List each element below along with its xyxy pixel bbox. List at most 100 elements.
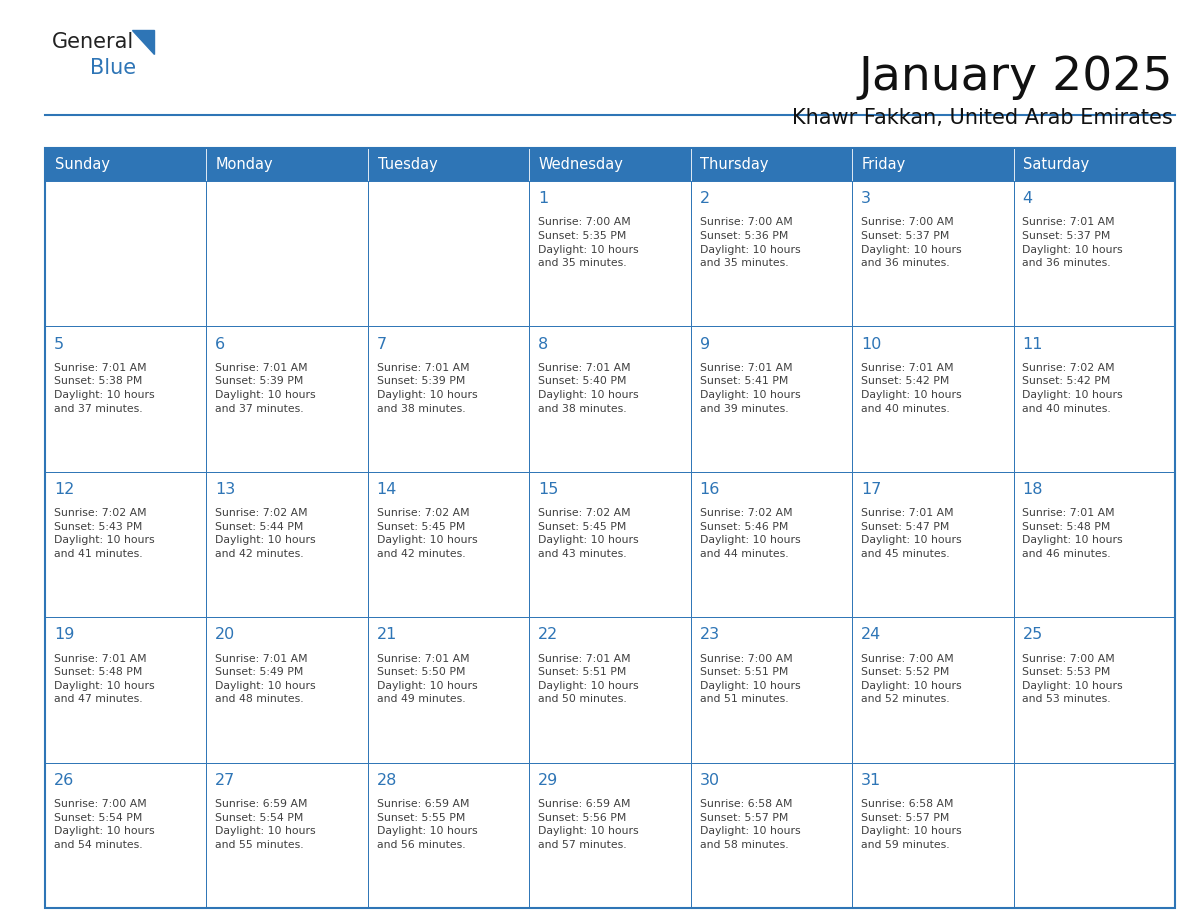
Text: 13: 13	[215, 482, 235, 497]
FancyBboxPatch shape	[852, 327, 1013, 472]
Text: Sunrise: 7:00 AM
Sunset: 5:51 PM
Daylight: 10 hours
and 51 minutes.: Sunrise: 7:00 AM Sunset: 5:51 PM Dayligh…	[700, 654, 801, 704]
Text: Sunrise: 7:02 AM
Sunset: 5:45 PM
Daylight: 10 hours
and 43 minutes.: Sunrise: 7:02 AM Sunset: 5:45 PM Dayligh…	[538, 509, 639, 559]
Text: Friday: Friday	[861, 157, 906, 172]
FancyBboxPatch shape	[1013, 472, 1175, 617]
Text: Sunrise: 7:00 AM
Sunset: 5:35 PM
Daylight: 10 hours
and 35 minutes.: Sunrise: 7:00 AM Sunset: 5:35 PM Dayligh…	[538, 218, 639, 268]
FancyBboxPatch shape	[852, 617, 1013, 763]
Text: Sunrise: 7:02 AM
Sunset: 5:43 PM
Daylight: 10 hours
and 41 minutes.: Sunrise: 7:02 AM Sunset: 5:43 PM Dayligh…	[53, 509, 154, 559]
Text: Sunrise: 7:00 AM
Sunset: 5:37 PM
Daylight: 10 hours
and 36 minutes.: Sunrise: 7:00 AM Sunset: 5:37 PM Dayligh…	[861, 218, 961, 268]
Text: 25: 25	[1023, 627, 1043, 643]
Text: Sunrise: 7:00 AM
Sunset: 5:53 PM
Daylight: 10 hours
and 53 minutes.: Sunrise: 7:00 AM Sunset: 5:53 PM Dayligh…	[1023, 654, 1123, 704]
Text: 20: 20	[215, 627, 235, 643]
FancyBboxPatch shape	[368, 327, 530, 472]
Text: 11: 11	[1023, 337, 1043, 352]
Text: General: General	[52, 32, 134, 52]
FancyBboxPatch shape	[207, 617, 368, 763]
FancyBboxPatch shape	[690, 148, 852, 181]
FancyBboxPatch shape	[45, 181, 207, 327]
Text: Sunrise: 7:02 AM
Sunset: 5:42 PM
Daylight: 10 hours
and 40 minutes.: Sunrise: 7:02 AM Sunset: 5:42 PM Dayligh…	[1023, 363, 1123, 413]
Text: Tuesday: Tuesday	[378, 157, 437, 172]
FancyBboxPatch shape	[690, 617, 852, 763]
FancyBboxPatch shape	[45, 472, 207, 617]
Text: Sunrise: 7:01 AM
Sunset: 5:48 PM
Daylight: 10 hours
and 47 minutes.: Sunrise: 7:01 AM Sunset: 5:48 PM Dayligh…	[53, 654, 154, 704]
Text: 22: 22	[538, 627, 558, 643]
FancyBboxPatch shape	[368, 181, 530, 327]
FancyBboxPatch shape	[1013, 327, 1175, 472]
Text: 17: 17	[861, 482, 881, 497]
Text: 19: 19	[53, 627, 75, 643]
FancyBboxPatch shape	[530, 181, 690, 327]
Text: 7: 7	[377, 337, 387, 352]
FancyBboxPatch shape	[690, 472, 852, 617]
FancyBboxPatch shape	[690, 181, 852, 327]
Text: 27: 27	[215, 773, 235, 788]
Text: Sunrise: 7:02 AM
Sunset: 5:44 PM
Daylight: 10 hours
and 42 minutes.: Sunrise: 7:02 AM Sunset: 5:44 PM Dayligh…	[215, 509, 316, 559]
FancyBboxPatch shape	[530, 148, 690, 181]
Text: Sunrise: 7:01 AM
Sunset: 5:47 PM
Daylight: 10 hours
and 45 minutes.: Sunrise: 7:01 AM Sunset: 5:47 PM Dayligh…	[861, 509, 961, 559]
Text: Sunrise: 7:01 AM
Sunset: 5:49 PM
Daylight: 10 hours
and 48 minutes.: Sunrise: 7:01 AM Sunset: 5:49 PM Dayligh…	[215, 654, 316, 704]
FancyBboxPatch shape	[690, 327, 852, 472]
FancyBboxPatch shape	[207, 472, 368, 617]
Text: Khawr Fakkan, United Arab Emirates: Khawr Fakkan, United Arab Emirates	[792, 108, 1173, 128]
Text: Sunrise: 7:01 AM
Sunset: 5:38 PM
Daylight: 10 hours
and 37 minutes.: Sunrise: 7:01 AM Sunset: 5:38 PM Dayligh…	[53, 363, 154, 413]
Text: Sunrise: 7:00 AM
Sunset: 5:36 PM
Daylight: 10 hours
and 35 minutes.: Sunrise: 7:00 AM Sunset: 5:36 PM Dayligh…	[700, 218, 801, 268]
Text: Wednesday: Wednesday	[539, 157, 624, 172]
FancyBboxPatch shape	[1013, 763, 1175, 908]
Text: Sunrise: 7:01 AM
Sunset: 5:37 PM
Daylight: 10 hours
and 36 minutes.: Sunrise: 7:01 AM Sunset: 5:37 PM Dayligh…	[1023, 218, 1123, 268]
FancyBboxPatch shape	[45, 763, 207, 908]
Text: 26: 26	[53, 773, 74, 788]
Text: Sunrise: 6:58 AM
Sunset: 5:57 PM
Daylight: 10 hours
and 58 minutes.: Sunrise: 6:58 AM Sunset: 5:57 PM Dayligh…	[700, 799, 801, 850]
Text: Sunrise: 6:59 AM
Sunset: 5:56 PM
Daylight: 10 hours
and 57 minutes.: Sunrise: 6:59 AM Sunset: 5:56 PM Dayligh…	[538, 799, 639, 850]
FancyBboxPatch shape	[368, 617, 530, 763]
Text: Sunrise: 7:01 AM
Sunset: 5:42 PM
Daylight: 10 hours
and 40 minutes.: Sunrise: 7:01 AM Sunset: 5:42 PM Dayligh…	[861, 363, 961, 413]
Text: Monday: Monday	[216, 157, 273, 172]
FancyBboxPatch shape	[1013, 181, 1175, 327]
Text: Sunrise: 7:02 AM
Sunset: 5:45 PM
Daylight: 10 hours
and 42 minutes.: Sunrise: 7:02 AM Sunset: 5:45 PM Dayligh…	[377, 509, 478, 559]
Text: 31: 31	[861, 773, 881, 788]
Text: Sunrise: 7:01 AM
Sunset: 5:41 PM
Daylight: 10 hours
and 39 minutes.: Sunrise: 7:01 AM Sunset: 5:41 PM Dayligh…	[700, 363, 801, 413]
FancyBboxPatch shape	[207, 327, 368, 472]
FancyBboxPatch shape	[368, 148, 530, 181]
FancyBboxPatch shape	[45, 617, 207, 763]
Text: Sunday: Sunday	[55, 157, 109, 172]
Text: 23: 23	[700, 627, 720, 643]
FancyBboxPatch shape	[1013, 617, 1175, 763]
Text: 28: 28	[377, 773, 397, 788]
Text: 15: 15	[538, 482, 558, 497]
Text: 8: 8	[538, 337, 549, 352]
Text: Sunrise: 7:01 AM
Sunset: 5:39 PM
Daylight: 10 hours
and 38 minutes.: Sunrise: 7:01 AM Sunset: 5:39 PM Dayligh…	[377, 363, 478, 413]
Text: Sunrise: 7:02 AM
Sunset: 5:46 PM
Daylight: 10 hours
and 44 minutes.: Sunrise: 7:02 AM Sunset: 5:46 PM Dayligh…	[700, 509, 801, 559]
FancyBboxPatch shape	[530, 617, 690, 763]
Text: Sunrise: 7:01 AM
Sunset: 5:40 PM
Daylight: 10 hours
and 38 minutes.: Sunrise: 7:01 AM Sunset: 5:40 PM Dayligh…	[538, 363, 639, 413]
Text: 12: 12	[53, 482, 75, 497]
Polygon shape	[132, 30, 154, 54]
FancyBboxPatch shape	[530, 472, 690, 617]
Text: 10: 10	[861, 337, 881, 352]
FancyBboxPatch shape	[368, 472, 530, 617]
Text: 30: 30	[700, 773, 720, 788]
FancyBboxPatch shape	[368, 763, 530, 908]
FancyBboxPatch shape	[852, 763, 1013, 908]
Text: 3: 3	[861, 191, 871, 207]
Text: Sunrise: 7:01 AM
Sunset: 5:51 PM
Daylight: 10 hours
and 50 minutes.: Sunrise: 7:01 AM Sunset: 5:51 PM Dayligh…	[538, 654, 639, 704]
Text: 18: 18	[1023, 482, 1043, 497]
Text: 4: 4	[1023, 191, 1032, 207]
Text: Sunrise: 7:01 AM
Sunset: 5:50 PM
Daylight: 10 hours
and 49 minutes.: Sunrise: 7:01 AM Sunset: 5:50 PM Dayligh…	[377, 654, 478, 704]
Text: 16: 16	[700, 482, 720, 497]
Text: Sunrise: 7:01 AM
Sunset: 5:48 PM
Daylight: 10 hours
and 46 minutes.: Sunrise: 7:01 AM Sunset: 5:48 PM Dayligh…	[1023, 509, 1123, 559]
Text: 21: 21	[377, 627, 397, 643]
Text: January 2025: January 2025	[859, 55, 1173, 100]
Text: Blue: Blue	[90, 58, 137, 78]
FancyBboxPatch shape	[207, 148, 368, 181]
Text: 5: 5	[53, 337, 64, 352]
Text: 14: 14	[377, 482, 397, 497]
Text: Sunrise: 7:00 AM
Sunset: 5:52 PM
Daylight: 10 hours
and 52 minutes.: Sunrise: 7:00 AM Sunset: 5:52 PM Dayligh…	[861, 654, 961, 704]
Text: 1: 1	[538, 191, 549, 207]
FancyBboxPatch shape	[530, 763, 690, 908]
FancyBboxPatch shape	[45, 148, 207, 181]
FancyBboxPatch shape	[852, 148, 1013, 181]
FancyBboxPatch shape	[1013, 148, 1175, 181]
Text: 6: 6	[215, 337, 226, 352]
Text: Sunrise: 7:01 AM
Sunset: 5:39 PM
Daylight: 10 hours
and 37 minutes.: Sunrise: 7:01 AM Sunset: 5:39 PM Dayligh…	[215, 363, 316, 413]
FancyBboxPatch shape	[45, 327, 207, 472]
